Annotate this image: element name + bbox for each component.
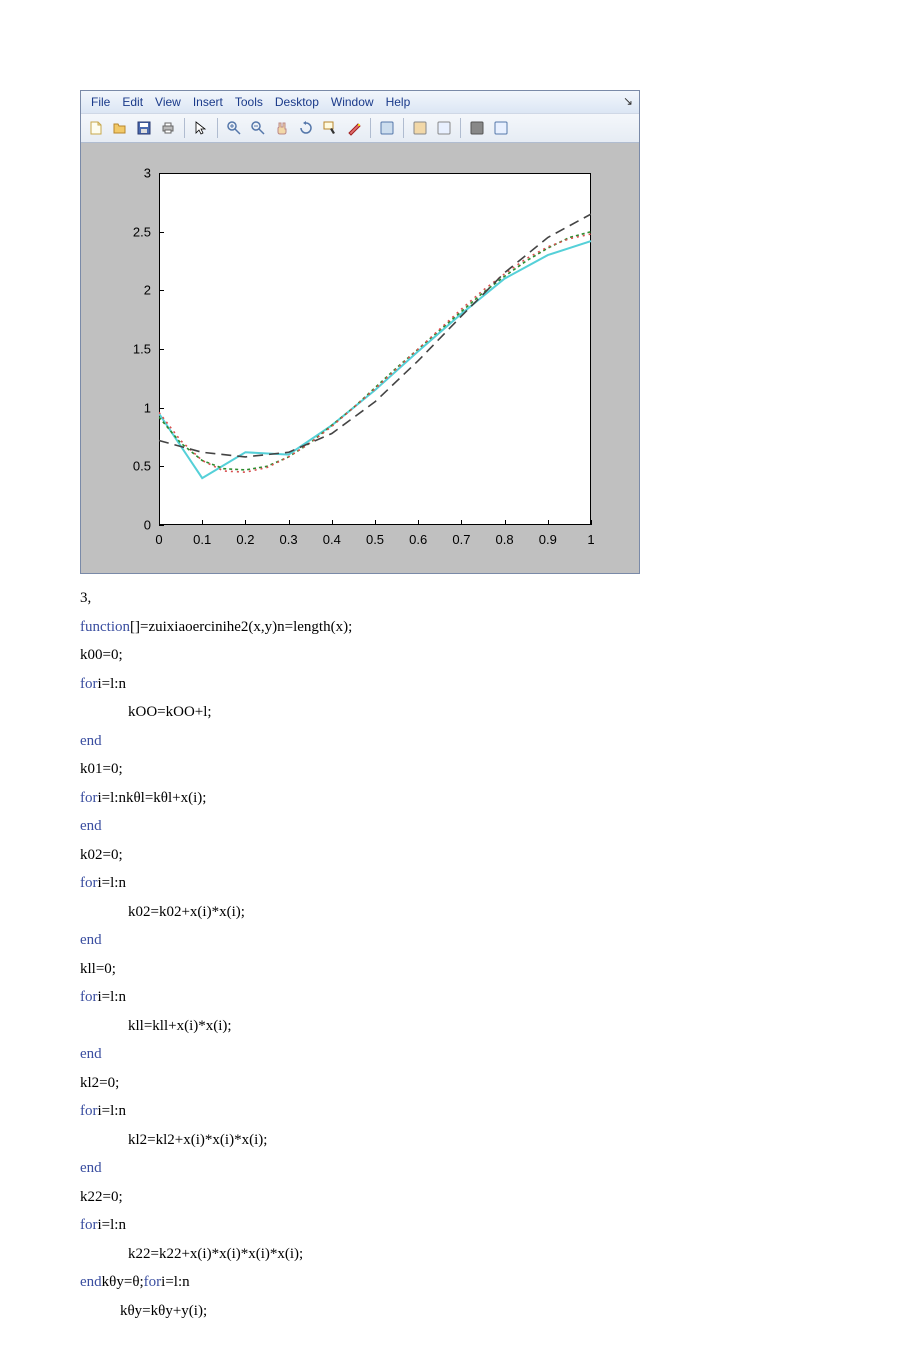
menu-tools[interactable]: Tools xyxy=(231,94,267,110)
code-line: k02=k02+x(i)*x(i); xyxy=(80,898,840,927)
matlab-figure-window: FileEditViewInsertToolsDesktopWindowHelp… xyxy=(80,90,640,574)
code-line: fori=l:n xyxy=(80,869,840,898)
ytick-label: 1 xyxy=(101,400,151,415)
legend-icon[interactable] xyxy=(433,117,455,139)
code-line: endkθy=θ;fori=l:n xyxy=(80,1268,840,1297)
plot: 0 0.5 1 1.5 2 2.5 3 0 0.1 0.2 0.3 0.4 0.5 0.6 0.7 0.8 0.… xyxy=(101,163,601,563)
series-data-cyan xyxy=(159,241,591,478)
menu-desktop[interactable]: Desktop xyxy=(271,94,323,110)
code-line: kl2=0; xyxy=(80,1069,840,1098)
ytick-label: 0 xyxy=(101,518,151,533)
xtick-label: 1 xyxy=(587,532,594,547)
code-line: kl2=kl2+x(i)*x(i)*x(i); xyxy=(80,1126,840,1155)
xtick-label: 0.4 xyxy=(323,532,341,547)
rotate-icon[interactable] xyxy=(295,117,317,139)
toolbar-separator xyxy=(460,118,461,138)
zoom-in-icon[interactable] xyxy=(223,117,245,139)
ytick-label: 1.5 xyxy=(101,342,151,357)
code-line: k22=0; xyxy=(80,1183,840,1212)
hide-icon[interactable] xyxy=(466,117,488,139)
toolbar-separator xyxy=(403,118,404,138)
datacursor-icon[interactable] xyxy=(319,117,341,139)
menu-help[interactable]: Help xyxy=(382,94,415,110)
series-poly-red xyxy=(159,234,591,472)
code-line: end xyxy=(80,812,840,841)
save-icon[interactable] xyxy=(133,117,155,139)
code-line: fori=l:nkθl=kθl+x(i); xyxy=(80,784,840,813)
plot-lines xyxy=(159,173,591,525)
colorbar-icon[interactable] xyxy=(409,117,431,139)
link-icon[interactable] xyxy=(376,117,398,139)
toolbar-separator xyxy=(370,118,371,138)
menu-insert[interactable]: Insert xyxy=(189,94,227,110)
new-icon[interactable] xyxy=(85,117,107,139)
zoom-out-icon[interactable] xyxy=(247,117,269,139)
xtick-label: 0.3 xyxy=(280,532,298,547)
menu-edit[interactable]: Edit xyxy=(118,94,147,110)
open-icon[interactable] xyxy=(109,117,131,139)
xtick-label: 0.7 xyxy=(452,532,470,547)
code-line: fori=l:n xyxy=(80,1097,840,1126)
pin-icon[interactable]: ↘ xyxy=(623,94,633,108)
ytick-label: 2.5 xyxy=(101,224,151,239)
code-line: end xyxy=(80,1040,840,1069)
code-line: k02=0; xyxy=(80,841,840,870)
code-line: end xyxy=(80,727,840,756)
code-line: kOO=kOO+l; xyxy=(80,698,840,727)
xtick-label: 0.5 xyxy=(366,532,384,547)
code-line: end xyxy=(80,1154,840,1183)
code-line: kll=kll+x(i)*x(i); xyxy=(80,1012,840,1041)
toolbar xyxy=(81,113,639,143)
toolbar-separator xyxy=(217,118,218,138)
code-line: 3, xyxy=(80,584,840,613)
brush-icon[interactable] xyxy=(343,117,365,139)
print-icon[interactable] xyxy=(157,117,179,139)
xtick-label: 0.9 xyxy=(539,532,557,547)
xtick-mark xyxy=(591,520,592,525)
series-dash-black xyxy=(159,214,591,457)
pan-icon[interactable] xyxy=(271,117,293,139)
menu-window[interactable]: Window xyxy=(327,94,378,110)
code-line: end xyxy=(80,926,840,955)
pointer-icon[interactable] xyxy=(190,117,212,139)
dock-icon[interactable] xyxy=(490,117,512,139)
code-listing: 3,function[]=zuixiaoercinihe2(x,y)n=leng… xyxy=(80,584,840,1325)
menu-file[interactable]: File xyxy=(87,94,114,110)
code-line: k01=0; xyxy=(80,755,840,784)
canvas-area: 0 0.5 1 1.5 2 2.5 3 0 0.1 0.2 0.3 0.4 0.5 0.6 0.7 0.8 0.… xyxy=(81,143,639,573)
ytick-mark xyxy=(159,525,164,526)
ytick-label: 0.5 xyxy=(101,459,151,474)
code-line: function[]=zuixiaoercinihe2(x,y)n=length… xyxy=(80,613,840,642)
xtick-label: 0.1 xyxy=(193,532,211,547)
code-line: fori=l:n xyxy=(80,670,840,699)
code-line: fori=l:n xyxy=(80,1211,840,1240)
ytick-label: 2 xyxy=(101,283,151,298)
toolbar-separator xyxy=(184,118,185,138)
xtick-label: 0 xyxy=(155,532,162,547)
code-line: fori=l:n xyxy=(80,983,840,1012)
code-line: k00=0; xyxy=(80,641,840,670)
xtick-label: 0.6 xyxy=(409,532,427,547)
xtick-label: 0.2 xyxy=(236,532,254,547)
menu-view[interactable]: View xyxy=(151,94,185,110)
code-line: k22=k22+x(i)*x(i)*x(i)*x(i); xyxy=(80,1240,840,1269)
ytick-label: 3 xyxy=(101,166,151,181)
xtick-label: 0.8 xyxy=(496,532,514,547)
code-line: kll=0; xyxy=(80,955,840,984)
menubar: FileEditViewInsertToolsDesktopWindowHelp… xyxy=(81,91,639,113)
